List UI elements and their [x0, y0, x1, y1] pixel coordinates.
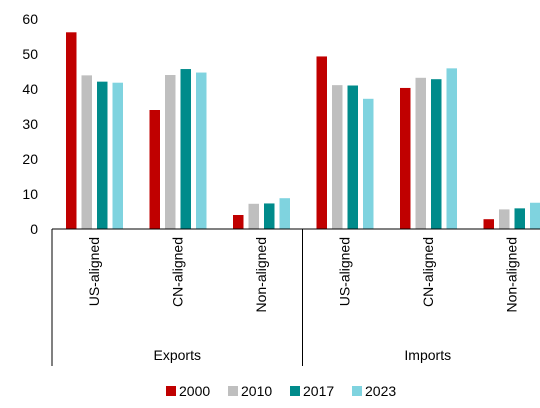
legend-label: 2017 — [303, 383, 334, 399]
bar-2023-0 — [112, 82, 123, 229]
category-label: CN-aligned — [169, 237, 185, 307]
legend-swatch — [290, 386, 300, 396]
group-label: Exports — [154, 347, 201, 363]
bar-2023-5 — [530, 202, 540, 229]
legend-swatch — [352, 386, 362, 396]
category-labels: US-aligned CN-aligned Non-aligned US-aligne… — [86, 237, 520, 313]
y-tick-label: 50 — [22, 46, 38, 62]
legend-label: 2000 — [179, 383, 210, 399]
bar-2000-0 — [66, 32, 77, 229]
legend-swatch — [166, 386, 176, 396]
legend-swatch — [228, 386, 238, 396]
bar-2000-5 — [483, 219, 494, 229]
bar-2000-2 — [233, 215, 244, 229]
legend-item: 2000 — [166, 383, 210, 399]
bar-2010-1 — [165, 75, 176, 229]
bar-2017-5 — [514, 208, 525, 229]
bar-2017-3 — [347, 85, 358, 229]
group-label: Imports — [404, 347, 451, 363]
group-labels: Exports Imports — [154, 347, 452, 363]
category-label: US-aligned — [336, 237, 352, 306]
y-tick-label: 30 — [22, 116, 38, 132]
category-label: US-aligned — [86, 237, 102, 306]
bar-2000-1 — [149, 110, 160, 229]
bar-2010-2 — [248, 203, 259, 229]
legend-item: 2023 — [352, 383, 396, 399]
bar-2000-4 — [400, 87, 411, 229]
bar-2017-1 — [180, 69, 191, 229]
bar-2000-3 — [316, 56, 327, 230]
legend-item: 2017 — [290, 383, 334, 399]
y-tick-label: 10 — [22, 186, 38, 202]
category-label: Non-aligned — [503, 237, 519, 313]
bar-2017-2 — [264, 203, 275, 229]
y-tick-label: 60 — [22, 11, 38, 27]
y-tick-label: 20 — [22, 151, 38, 167]
bars — [66, 32, 540, 230]
bar-2023-3 — [363, 98, 374, 229]
y-axis-tick-labels: 0 10 20 30 40 50 60 — [22, 11, 38, 237]
bar-2010-3 — [332, 85, 343, 230]
category-label: CN-aligned — [420, 237, 436, 307]
bar-2010-5 — [499, 209, 510, 229]
bar-2023-2 — [279, 198, 290, 229]
category-label: Non-aligned — [253, 237, 269, 313]
legend-item: 2010 — [228, 383, 272, 399]
bar-2023-1 — [196, 72, 207, 229]
bar-2017-0 — [97, 81, 108, 230]
bar-2017-4 — [431, 79, 442, 229]
y-tick-label: 40 — [22, 81, 38, 97]
legend-label: 2023 — [365, 383, 396, 399]
legend-label: 2010 — [241, 383, 272, 399]
legend: 2000 2010 2017 2023 — [166, 383, 396, 399]
bar-2010-0 — [81, 75, 92, 229]
axes — [51, 228, 540, 366]
bar-2023-4 — [446, 68, 457, 229]
bar-2010-4 — [415, 77, 426, 229]
y-tick-label: 0 — [30, 221, 38, 237]
